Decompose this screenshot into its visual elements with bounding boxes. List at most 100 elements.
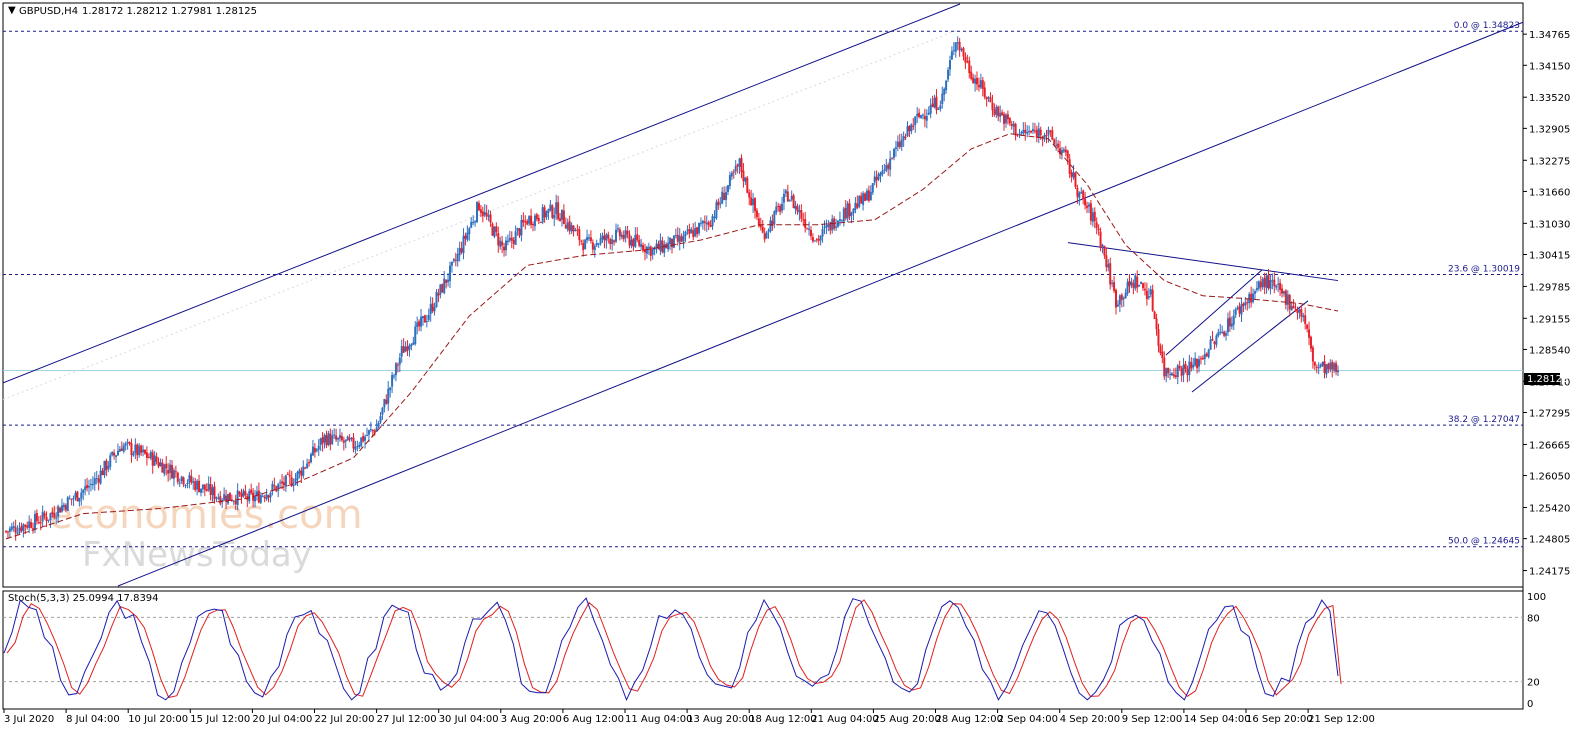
candle-bear [526,221,529,225]
candle-bear [1089,203,1092,221]
candle-bull [520,220,523,236]
candle-bear [609,238,612,245]
candle-bear [313,447,316,453]
candle-bear [576,229,579,231]
symbol-dropdown-icon[interactable]: ▼ [8,5,16,16]
candle-bear [1238,306,1241,314]
candle-bull [566,222,569,230]
candle-bull [920,115,923,118]
candle-bull [1325,364,1328,375]
candle-bull [825,225,828,228]
candle-bull [574,230,577,232]
candle-bear [308,462,311,464]
candle-bull [354,447,357,450]
candle-bull [894,147,897,149]
candle-bull [1290,306,1293,311]
candle-bull [1101,244,1104,247]
candle-bull [269,492,272,498]
candle-bear [161,462,164,473]
candle-bull [265,494,268,500]
time-tick-label: 3 Jul 2020 [4,714,54,725]
candle-bull [95,478,98,480]
candle-bear [205,489,208,492]
resistance-trendline [1067,242,1339,282]
candle-bear [501,241,504,246]
candle-bull [466,232,469,240]
candle-bull [1271,280,1274,282]
candle-bull [900,139,903,147]
candle-bear [551,205,554,218]
candle-bear [1186,368,1189,376]
candle-bull [1055,144,1058,146]
candle-bear [613,240,616,243]
candle-bear [1097,228,1100,231]
candle-bull [1176,365,1179,377]
candle-bull [319,438,322,445]
candle-bull [381,407,384,415]
moving-average-line [5,133,1339,540]
candle-bull [317,445,320,450]
candle-bull [180,476,183,482]
time-tick-label: 11 Aug 04:00 [625,714,692,725]
candle-bear [972,77,975,84]
candle-bear [225,495,228,502]
candle-bear [572,225,575,232]
candle-bull [1072,171,1075,178]
time-tick-label: 27 Jul 12:00 [377,714,437,725]
candle-bull [456,254,459,262]
candle-bull [78,497,81,502]
candle-bear [64,505,67,510]
candle-bull [1321,362,1324,366]
candle-bear [1132,283,1135,288]
candle-bull [1257,281,1260,289]
candle-bull [346,436,349,441]
candle-bull [1004,114,1007,124]
candle-bear [636,234,639,241]
candle-bear [757,218,760,226]
candle-bull [443,278,446,294]
candle-bull [1107,264,1110,268]
candle-bull [553,215,556,219]
candle-bear [1057,143,1060,148]
candle-bull [215,497,218,499]
candle-bull [452,259,455,261]
candle-bear [559,218,562,221]
candle-bear [1174,375,1177,378]
candle-bear [76,491,79,502]
candle-bull [784,190,787,194]
candle-bear [1068,159,1071,174]
candle-bull [1275,285,1278,288]
time-tick-label: 9 Sep 12:00 [1122,714,1182,725]
candle-bear [1074,173,1077,187]
candle-bear [348,437,351,440]
candle-bull [427,314,430,320]
candle-bear [1053,139,1056,145]
candle-bull [858,196,861,207]
candle-bear [530,215,533,226]
candle-bull [1147,295,1150,298]
candle-bull [528,216,531,224]
candle-bear [1292,305,1295,309]
candle-bull [350,437,353,439]
price-tick-label: 1.31030 [1529,219,1570,230]
candle-bull [93,478,96,485]
candle-bull [659,239,662,251]
candle-bull [730,173,733,177]
candle-bull [593,245,596,251]
candle-bear [1205,353,1208,356]
candle-bull [769,220,772,232]
candle-bear [120,448,123,451]
candle-bear [460,248,463,253]
candles [5,36,1339,541]
candle-bull [412,342,415,345]
candle-bull [82,489,85,493]
candle-bear [649,246,652,257]
candle-bear [495,226,498,233]
candle-bear [203,484,206,490]
candle-bear [171,465,174,479]
time-tick-label: 15 Jul 12:00 [190,714,250,725]
candle-bull [80,492,83,499]
candle-bear [811,237,814,242]
candle-bull [686,229,689,231]
wedge-upper-line [1165,269,1263,356]
